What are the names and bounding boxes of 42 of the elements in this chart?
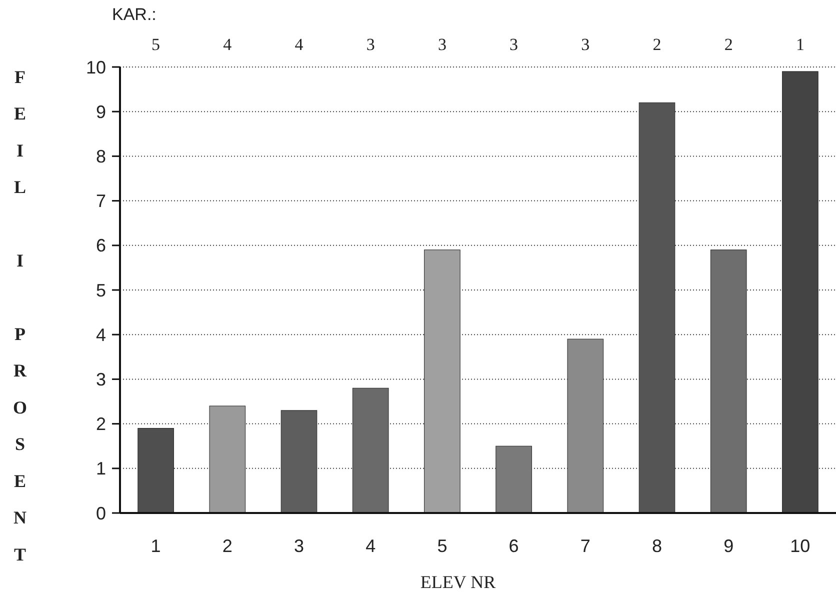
text: 5 — [152, 35, 160, 54]
y-tick-label: 9 — [96, 102, 106, 122]
y-axis-title: FEIL I PROSENT — [10, 67, 30, 581]
y-tick-label: 0 — [96, 503, 106, 524]
text: 3 — [438, 35, 446, 54]
x-tick-label: 7 — [580, 536, 590, 556]
y-tick-label: 10 — [86, 57, 106, 78]
x-tick-label: 10 — [790, 536, 810, 556]
y-tick-label: 4 — [96, 324, 106, 345]
text: 4 — [223, 35, 232, 54]
y-tick-label: 3 — [96, 370, 106, 390]
text: 3 — [581, 35, 590, 54]
y-tick-label: 1 — [96, 458, 106, 479]
y-tick-label: 8 — [96, 146, 106, 166]
bar — [280, 410, 318, 514]
bar — [710, 250, 747, 514]
bar — [424, 250, 460, 514]
x-tick-label: 1 — [150, 536, 161, 556]
x-tick-label: 9 — [724, 536, 734, 556]
text: 3 — [510, 35, 518, 54]
x-tick-label: 3 — [294, 536, 304, 556]
x-tick-label: 4 — [366, 536, 376, 556]
y-tick-label: 6 — [96, 236, 106, 256]
x-axis-title: ELEV NR — [420, 572, 496, 592]
text: KAR.: — [112, 5, 156, 24]
bar — [209, 406, 246, 514]
y-tick-label: 2 — [96, 414, 106, 434]
bar — [567, 338, 604, 514]
x-tick-label: 8 — [652, 536, 662, 556]
text: 2 — [724, 35, 733, 54]
bar — [638, 102, 676, 514]
y-tick-label: 7 — [96, 191, 106, 212]
text: 2 — [652, 35, 662, 54]
x-tick-label: 6 — [508, 536, 519, 556]
text: 4 — [294, 35, 304, 54]
y-tick-label: 5 — [96, 280, 106, 300]
x-tick-label: 2 — [222, 536, 232, 556]
x-tick-label: 5 — [437, 536, 448, 556]
text: 1 — [796, 35, 804, 54]
text: 3 — [366, 35, 375, 54]
bar — [496, 446, 532, 514]
bar — [352, 388, 389, 514]
